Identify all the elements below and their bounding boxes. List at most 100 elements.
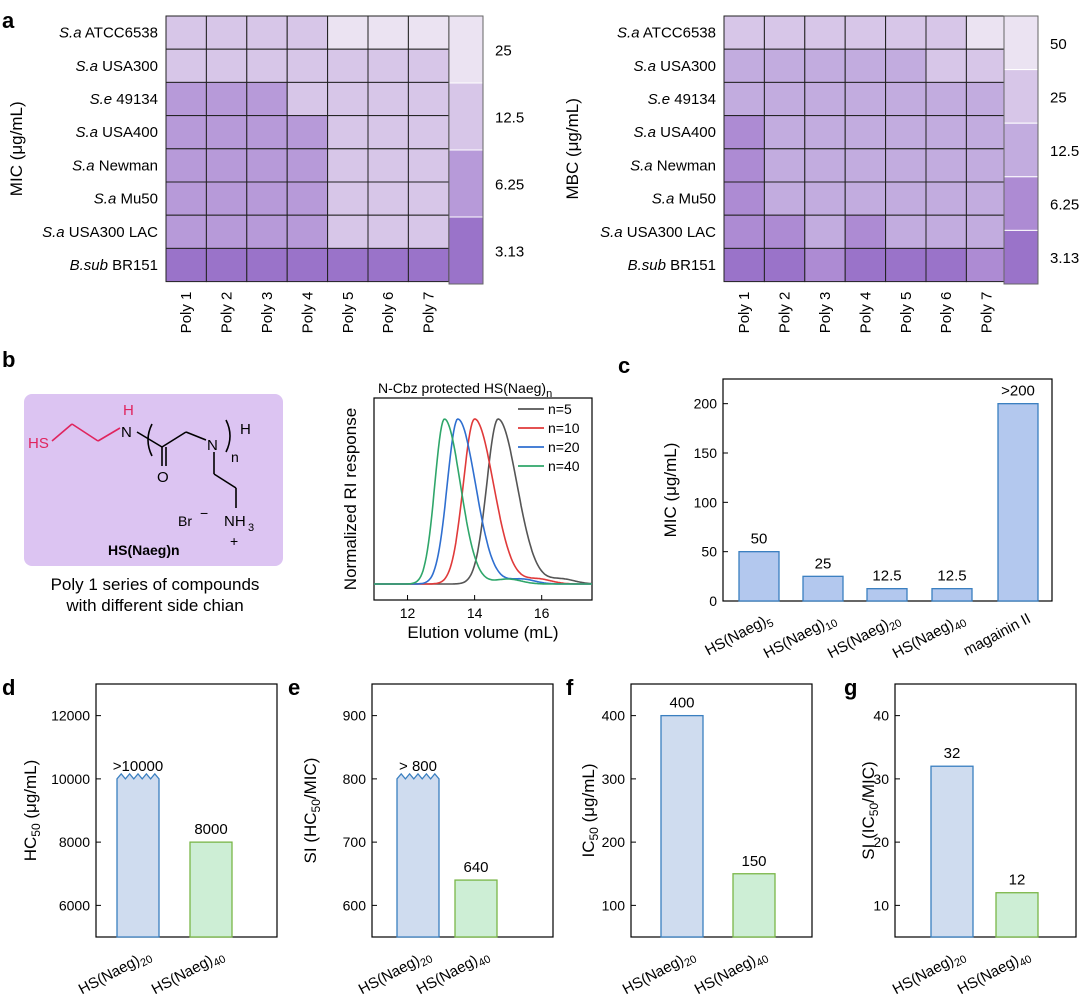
category-label-subscript: 40 (211, 953, 227, 969)
heatmap-cell (763, 81, 806, 117)
heatmap-cell (804, 181, 846, 216)
heatmap-y-label: MIC (μg/mL) (7, 101, 26, 196)
heatmap-cell (165, 81, 207, 117)
colorbar-label: 12.5 (495, 110, 524, 127)
heatmap-cell (205, 181, 248, 216)
bar (738, 551, 780, 602)
bar (802, 575, 844, 602)
heatmap-cell (367, 81, 409, 117)
row-label-strain: ATCC6538 (82, 25, 158, 42)
heatmap-cell (925, 48, 967, 83)
heatmap-cell (885, 15, 927, 50)
y-label-part: /MIC) (301, 758, 320, 800)
panel-label-c: c (618, 353, 630, 378)
heatmap-cell (246, 48, 288, 83)
heatmap-cell (804, 214, 846, 249)
bar-value-label: 400 (669, 695, 694, 712)
atom-o: O (157, 469, 169, 486)
heatmap-column-label: Poly 7 (421, 292, 438, 334)
y-tick-label: 700 (343, 834, 367, 850)
heatmap-cell (286, 181, 329, 216)
heatmap-cell (763, 181, 806, 216)
heatmap-cell (763, 148, 806, 183)
heatmap-cell (763, 115, 806, 150)
row-label-species: S.a (633, 58, 656, 75)
panel-label-d: d (2, 675, 15, 700)
heatmap-cell (885, 247, 927, 283)
bar-value-label: >200 (1001, 383, 1035, 400)
bar (732, 873, 776, 938)
bar-value-label: 50 (751, 531, 768, 548)
heatmap-cell (165, 115, 207, 150)
heatmap-cell (844, 181, 887, 216)
heatmap-row-label: S.a USA300 (75, 58, 158, 75)
heatmap-cell (844, 81, 887, 117)
y-tick-label: 200 (694, 396, 718, 412)
y-axis-label: SI (IC50/MIC) (859, 761, 881, 859)
category-label-base: HS(Naeg) (692, 952, 759, 996)
heatmap-column-label: Poly 3 (817, 292, 834, 334)
colorbar-swatch (1003, 122, 1039, 178)
bar (995, 892, 1039, 938)
heatmap-cell (165, 214, 207, 249)
bar-value-label: 8000 (194, 821, 227, 838)
mic-bar-chart: 0 50 100 150 200 MIC (μg/mL) 50 HS(Naeg)5 25 HS(N… (661, 378, 1053, 665)
category-label: HS(Naeg)40 (692, 946, 771, 996)
bar-value-label: 12 (1009, 872, 1026, 889)
bond-ch2 (161, 431, 187, 448)
bar-value-label: 25 (815, 555, 832, 572)
heatmap-cell (844, 15, 887, 50)
heatmap-row-label: S.a USA300 LAC (42, 224, 158, 241)
category-label-base: HS(Naeg) (149, 952, 216, 996)
row-label-strain: USA300 (98, 58, 158, 75)
colorbar-label: 25 (1050, 89, 1067, 106)
category-label: HS(Naeg)20 (825, 610, 904, 665)
category-label: HS(Naeg)40 (149, 946, 228, 996)
heatmap-cell (925, 181, 967, 216)
heatmap-cell (723, 181, 765, 216)
heatmap-y-label: MBC (μg/mL) (563, 98, 582, 199)
colorbar-swatch (1003, 69, 1039, 124)
y-label-part: (μg/mL) (21, 760, 40, 824)
gpc-y-label: Normalized RI response (341, 408, 360, 590)
heatmap-cell (367, 15, 409, 50)
row-label-species: B.sub (628, 257, 666, 274)
category-label-base: HS(Naeg) (702, 613, 769, 659)
y-axis-label: SI (HC50/MIC) (301, 758, 323, 864)
row-label-species: B.sub (70, 257, 108, 274)
heatmap-cell (165, 15, 207, 50)
heatmap-cell (246, 81, 288, 117)
heatmap-cell (367, 115, 409, 150)
heatmap-cell (885, 48, 927, 83)
structure-background (24, 394, 283, 566)
y-label-part: /MIC) (859, 761, 878, 803)
heatmap-cell (407, 15, 450, 50)
heatmap-cell (804, 148, 846, 183)
heatmap-row-label: S.a Newman (630, 157, 716, 174)
heatmap-cell (723, 214, 765, 249)
chart-frame (630, 683, 813, 938)
bond-amide (136, 431, 163, 448)
heatmap-row-label: S.a ATCC6538 (617, 25, 716, 42)
colorbar-label: 25 (495, 43, 512, 60)
heatmap-cell (286, 15, 329, 50)
row-label-species: S.a (633, 124, 656, 141)
category-label-base: HS(Naeg) (620, 952, 687, 996)
heatmap-cell (844, 148, 887, 183)
y-axis-label: MIC (μg/mL) (661, 443, 680, 538)
category-label: HS(Naeg)40 (890, 610, 969, 665)
colorbar-swatch (1003, 229, 1039, 285)
row-label-species: S.e (648, 91, 671, 108)
category-label: HS(Naeg)40 (955, 946, 1034, 996)
colorbar-swatch (448, 82, 484, 151)
heatmap-cell (165, 48, 207, 83)
heatmap-cell (407, 115, 450, 150)
heatmap-cell (407, 48, 450, 83)
heatmap-cell (723, 247, 765, 283)
bond-side-2 (213, 473, 237, 489)
atom-n-backbone: N (207, 437, 218, 454)
y-tick-label: 300 (602, 771, 626, 787)
row-label-strain: USA300 (656, 58, 716, 75)
colorbar-swatch (448, 216, 484, 285)
heatmap-row-label: S.a USA300 (633, 58, 716, 75)
